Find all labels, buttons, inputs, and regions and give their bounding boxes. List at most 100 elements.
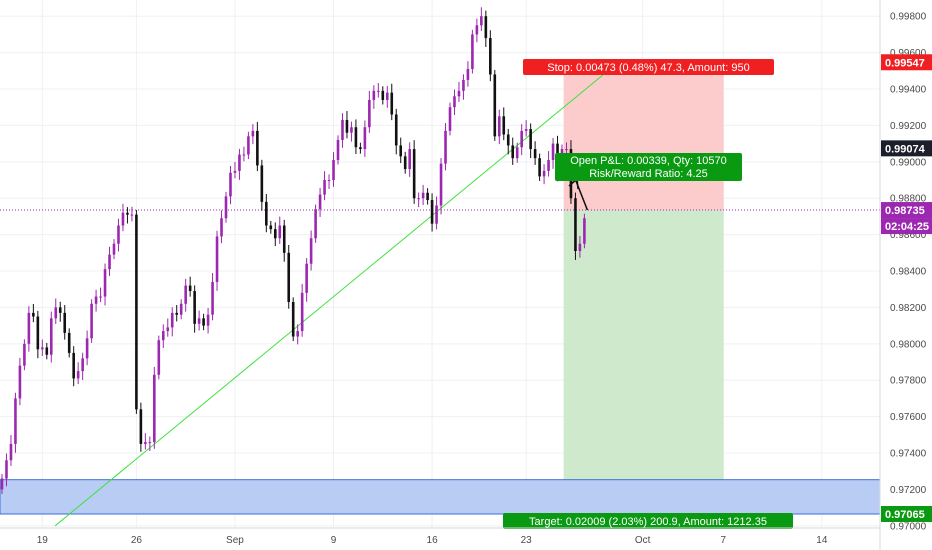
candle-body xyxy=(161,331,165,341)
y-tick-label: 0.97600 xyxy=(890,412,927,423)
x-tick-label: Sep xyxy=(226,535,244,546)
candle-body xyxy=(448,107,452,131)
candle-body xyxy=(233,170,237,173)
price-label-dark xyxy=(881,140,932,157)
x-tick-label: 14 xyxy=(816,535,828,546)
candle-body xyxy=(291,301,295,337)
position-labels: Stop: 0.00473 (0.48%) 47.3, Amount: 950 O… xyxy=(503,59,793,529)
candle-body xyxy=(282,225,286,253)
candle-body xyxy=(515,147,519,159)
candle-body xyxy=(314,209,317,239)
candle-body xyxy=(188,285,192,292)
candle-body xyxy=(229,172,232,197)
candle-body xyxy=(269,225,273,230)
candle-body xyxy=(49,318,53,355)
candle-body xyxy=(538,158,541,177)
candle-body xyxy=(318,194,322,210)
y-tick-label: 0.98800 xyxy=(890,194,927,205)
candle-body xyxy=(166,327,170,332)
candle-body xyxy=(466,68,470,80)
candle-body xyxy=(242,154,246,156)
candle-body xyxy=(90,303,93,339)
candle-body xyxy=(408,149,411,170)
candle-body xyxy=(54,307,58,319)
candle-body xyxy=(18,365,22,399)
candle-body xyxy=(475,25,479,35)
candle-body xyxy=(144,442,147,444)
pnl-label-text: Open P&L: 0.00339, Qty: 10570 xyxy=(570,155,727,167)
y-tick-label: 0.97800 xyxy=(890,376,927,387)
candle-body xyxy=(327,180,331,182)
candle-body xyxy=(421,192,425,199)
candle-body xyxy=(323,180,326,195)
candle-body xyxy=(67,332,71,353)
candle-body xyxy=(336,139,340,160)
price-label-text: 0.99547 xyxy=(885,57,925,69)
candle-body xyxy=(23,343,26,366)
y-tick-label: 0.98600 xyxy=(890,230,927,241)
candle-body xyxy=(489,38,492,75)
target-zone xyxy=(563,210,724,514)
candle-body xyxy=(394,114,398,146)
candle-body xyxy=(430,200,434,224)
candle-body xyxy=(462,79,465,91)
x-tick-label: 26 xyxy=(131,535,143,546)
candle-body xyxy=(5,460,8,479)
candle-body xyxy=(32,312,35,317)
candle-body xyxy=(368,99,371,128)
price-label-purple-countdown xyxy=(881,218,932,235)
candle-body xyxy=(300,292,304,332)
position-zones xyxy=(563,62,724,514)
candle-body xyxy=(529,129,532,150)
target-label-box xyxy=(503,513,793,529)
candle-body xyxy=(36,316,40,350)
support-rect xyxy=(0,479,881,515)
price-label-green xyxy=(881,505,932,522)
candle-body xyxy=(251,130,255,137)
candle-body xyxy=(296,331,299,337)
candle-body xyxy=(377,90,380,92)
candle-body xyxy=(179,303,183,315)
candle-body xyxy=(345,119,349,133)
candle-body xyxy=(103,269,107,297)
candle-body xyxy=(332,159,335,181)
candle-body xyxy=(381,90,385,100)
candle-body xyxy=(578,243,582,251)
candle-body xyxy=(551,143,555,160)
y-tick-label: 0.99000 xyxy=(890,157,927,168)
price-label-text: 02:04:25 xyxy=(885,221,929,233)
price-label-text: 0.99074 xyxy=(885,143,926,155)
x-tick-label: 23 xyxy=(521,535,533,546)
x-tick-label: 9 xyxy=(331,535,337,546)
candle-body xyxy=(175,312,179,315)
candle-body xyxy=(497,116,501,137)
candle-body xyxy=(130,214,134,216)
candle-body xyxy=(583,218,586,244)
y-tick-label: 0.97200 xyxy=(890,485,927,496)
candle-body xyxy=(58,307,62,313)
candle-body xyxy=(0,478,4,490)
candle-body xyxy=(41,347,44,350)
candle-body xyxy=(511,145,515,159)
candle-body xyxy=(63,312,67,333)
candle-body xyxy=(265,201,268,226)
candle-body xyxy=(354,127,358,148)
y-tick-label: 0.99600 xyxy=(890,48,927,59)
candle-body xyxy=(184,285,187,304)
candle-body xyxy=(426,192,429,201)
candle-body xyxy=(117,225,120,244)
candle-body xyxy=(211,281,214,315)
x-tick-label: 16 xyxy=(427,535,439,546)
candle-body xyxy=(206,314,210,326)
candle-body xyxy=(85,338,89,359)
y-tick-label: 0.99800 xyxy=(890,12,927,23)
y-tick-label: 0.98400 xyxy=(890,267,927,278)
candle-body xyxy=(359,147,362,150)
candle-body xyxy=(309,238,313,264)
candle-body xyxy=(417,198,420,200)
stop-label-text: Stop: 0.00473 (0.48%) 47.3, Amount: 950 xyxy=(547,62,749,74)
candle-body xyxy=(76,371,80,379)
x-tick-label: 7 xyxy=(720,535,726,546)
